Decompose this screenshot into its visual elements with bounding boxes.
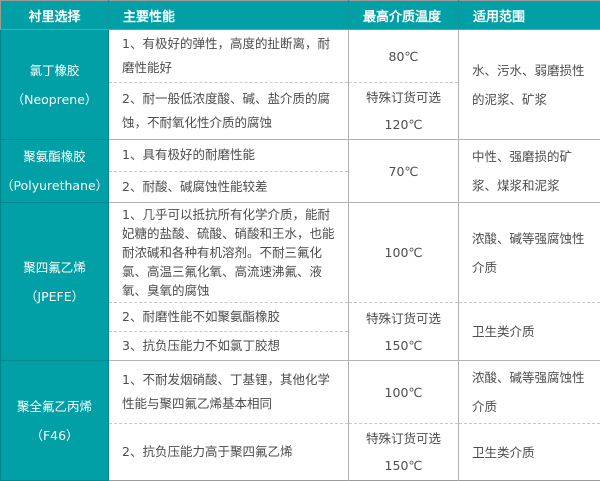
performance-cell: 1、有极好的弹性，高度的扯断离，耐磨性能好 <box>109 30 349 83</box>
material-code: （Neoprene） <box>1 85 108 114</box>
temperature-cell: 100℃ <box>349 361 459 424</box>
material-code: （F46） <box>1 421 108 450</box>
table-row: 聚全氟乙丙烯 （F46） 1、不耐发烟硝酸、丁基锂，其他化学性能与聚四氟乙烯基本… <box>1 361 600 424</box>
material-cell-f46: 聚全氟乙丙烯 （F46） <box>1 361 109 481</box>
material-cell-neoprene: 氯丁橡胶 （Neoprene） <box>1 30 109 140</box>
temperature-cell: 70℃ <box>349 140 459 203</box>
header-applicable-range: 适用范围 <box>459 1 600 30</box>
header-lining-selection: 衬里选择 <box>1 1 109 30</box>
material-code: （JPEFE） <box>1 282 108 311</box>
performance-cell: 3、抗负压能力不如氯丁胶想 <box>109 332 349 361</box>
range-cell: 浓酸、碱等强腐蚀性介质 <box>459 203 600 303</box>
material-name: 聚四氟乙烯 <box>1 253 108 282</box>
range-cell: 中性、强磨损的矿浆、煤浆和泥浆 <box>459 140 600 203</box>
header-main-performance: 主要性能 <box>109 1 349 30</box>
performance-cell: 2、耐磨性能不如聚氨酯橡胶 <box>109 303 349 332</box>
material-cell-polyurethane: 聚氨酯橡胶 （Polyurethane） <box>1 140 109 203</box>
material-code: （Polyurethane） <box>1 171 108 200</box>
header-row: 衬里选择 主要性能 最高介质温度 适用范围 <box>1 1 600 30</box>
material-name: 聚氨酯橡胶 <box>1 142 108 171</box>
material-name: 氯丁橡胶 <box>1 56 108 85</box>
temperature-cell: 100℃ <box>349 203 459 303</box>
table-row: 氯丁橡胶 （Neoprene） 1、有极好的弹性，高度的扯断离，耐磨性能好 80… <box>1 30 600 83</box>
temperature-cell: 特殊订货可选 150℃ <box>349 303 459 361</box>
range-cell: 浓酸、碱等强腐蚀性介质 <box>459 361 600 424</box>
range-cell: 水、污水、弱磨损性的泥浆、矿浆 <box>459 30 600 140</box>
temperature-cell: 80℃ <box>349 30 459 83</box>
table-row: 聚四氟乙烯 （JPEFE） 1、几乎可以抵抗所有化学介质，能耐妃糖的盐酸、硫酸、… <box>1 203 600 303</box>
performance-cell: 2、耐酸、碱腐蚀性能较差 <box>109 171 349 203</box>
performance-cell: 1、几乎可以抵抗所有化学介质，能耐妃糖的盐酸、硫酸、硝酸和王水，也能耐浓碱和各种… <box>109 203 349 303</box>
temperature-cell: 特殊订货可选 150℃ <box>349 424 459 481</box>
range-cell: 卫生类介质 <box>459 303 600 361</box>
table-row: 聚氨酯橡胶 （Polyurethane） 1、具有极好的耐磨性能 70℃ 中性、… <box>1 140 600 172</box>
performance-cell: 2、抗负压能力高于聚四氟乙烯 <box>109 424 349 481</box>
performance-cell: 1、不耐发烟硝酸、丁基锂，其他化学性能与聚四氟乙烯基本相同 <box>109 361 349 424</box>
material-name: 聚全氟乙丙烯 <box>1 392 108 421</box>
material-cell-jpefe: 聚四氟乙烯 （JPEFE） <box>1 203 109 361</box>
performance-cell: 1、具有极好的耐磨性能 <box>109 140 349 172</box>
lining-selection-page: 衬里选择 主要性能 最高介质温度 适用范围 氯丁橡胶 （Neoprene） 1、… <box>0 0 600 427</box>
temperature-cell: 特殊订货可选 120℃ <box>349 83 459 140</box>
header-max-medium-temperature: 最高介质温度 <box>349 1 459 30</box>
performance-cell: 2、耐一般低浓度酸、碱、盐介质的腐蚀，不耐氧化性介质的腐蚀 <box>109 83 349 140</box>
range-cell: 卫生类介质 <box>459 424 600 481</box>
